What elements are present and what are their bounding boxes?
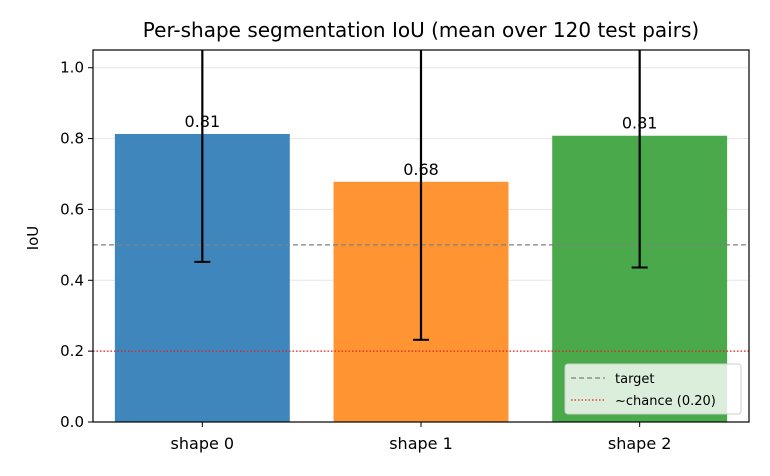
y-tick-label: 0.8 xyxy=(60,130,84,148)
x-tick-label: shape 2 xyxy=(608,434,672,453)
y-tick-label: 0.0 xyxy=(60,413,84,431)
y-tick-label: 1.0 xyxy=(60,59,84,77)
legend-label: target xyxy=(615,372,655,387)
plot-area: 0.81 0.68 0.81 0.0 0.2 0.4 0.6 0.8 1.0 shape 0 sha… xyxy=(60,49,750,453)
x-tick-label: shape 1 xyxy=(389,434,453,453)
chart-title: Per-shape segmentation IoU (mean over 12… xyxy=(143,18,699,42)
x-tick-label: shape 0 xyxy=(171,434,235,453)
error-bars xyxy=(194,50,648,341)
y-axis-label: IoU xyxy=(24,226,42,251)
legend-box xyxy=(564,363,742,415)
y-tick-label: 0.2 xyxy=(60,342,84,360)
value-label: 0.81 xyxy=(622,114,658,133)
y-tick-label: 0.6 xyxy=(60,200,84,218)
legend-label: ~chance (0.20) xyxy=(615,394,716,409)
value-label: 0.81 xyxy=(185,112,221,131)
legend: target ~chance (0.20) xyxy=(564,363,742,415)
value-label: 0.68 xyxy=(403,160,439,179)
y-tick-label: 0.4 xyxy=(60,271,84,289)
